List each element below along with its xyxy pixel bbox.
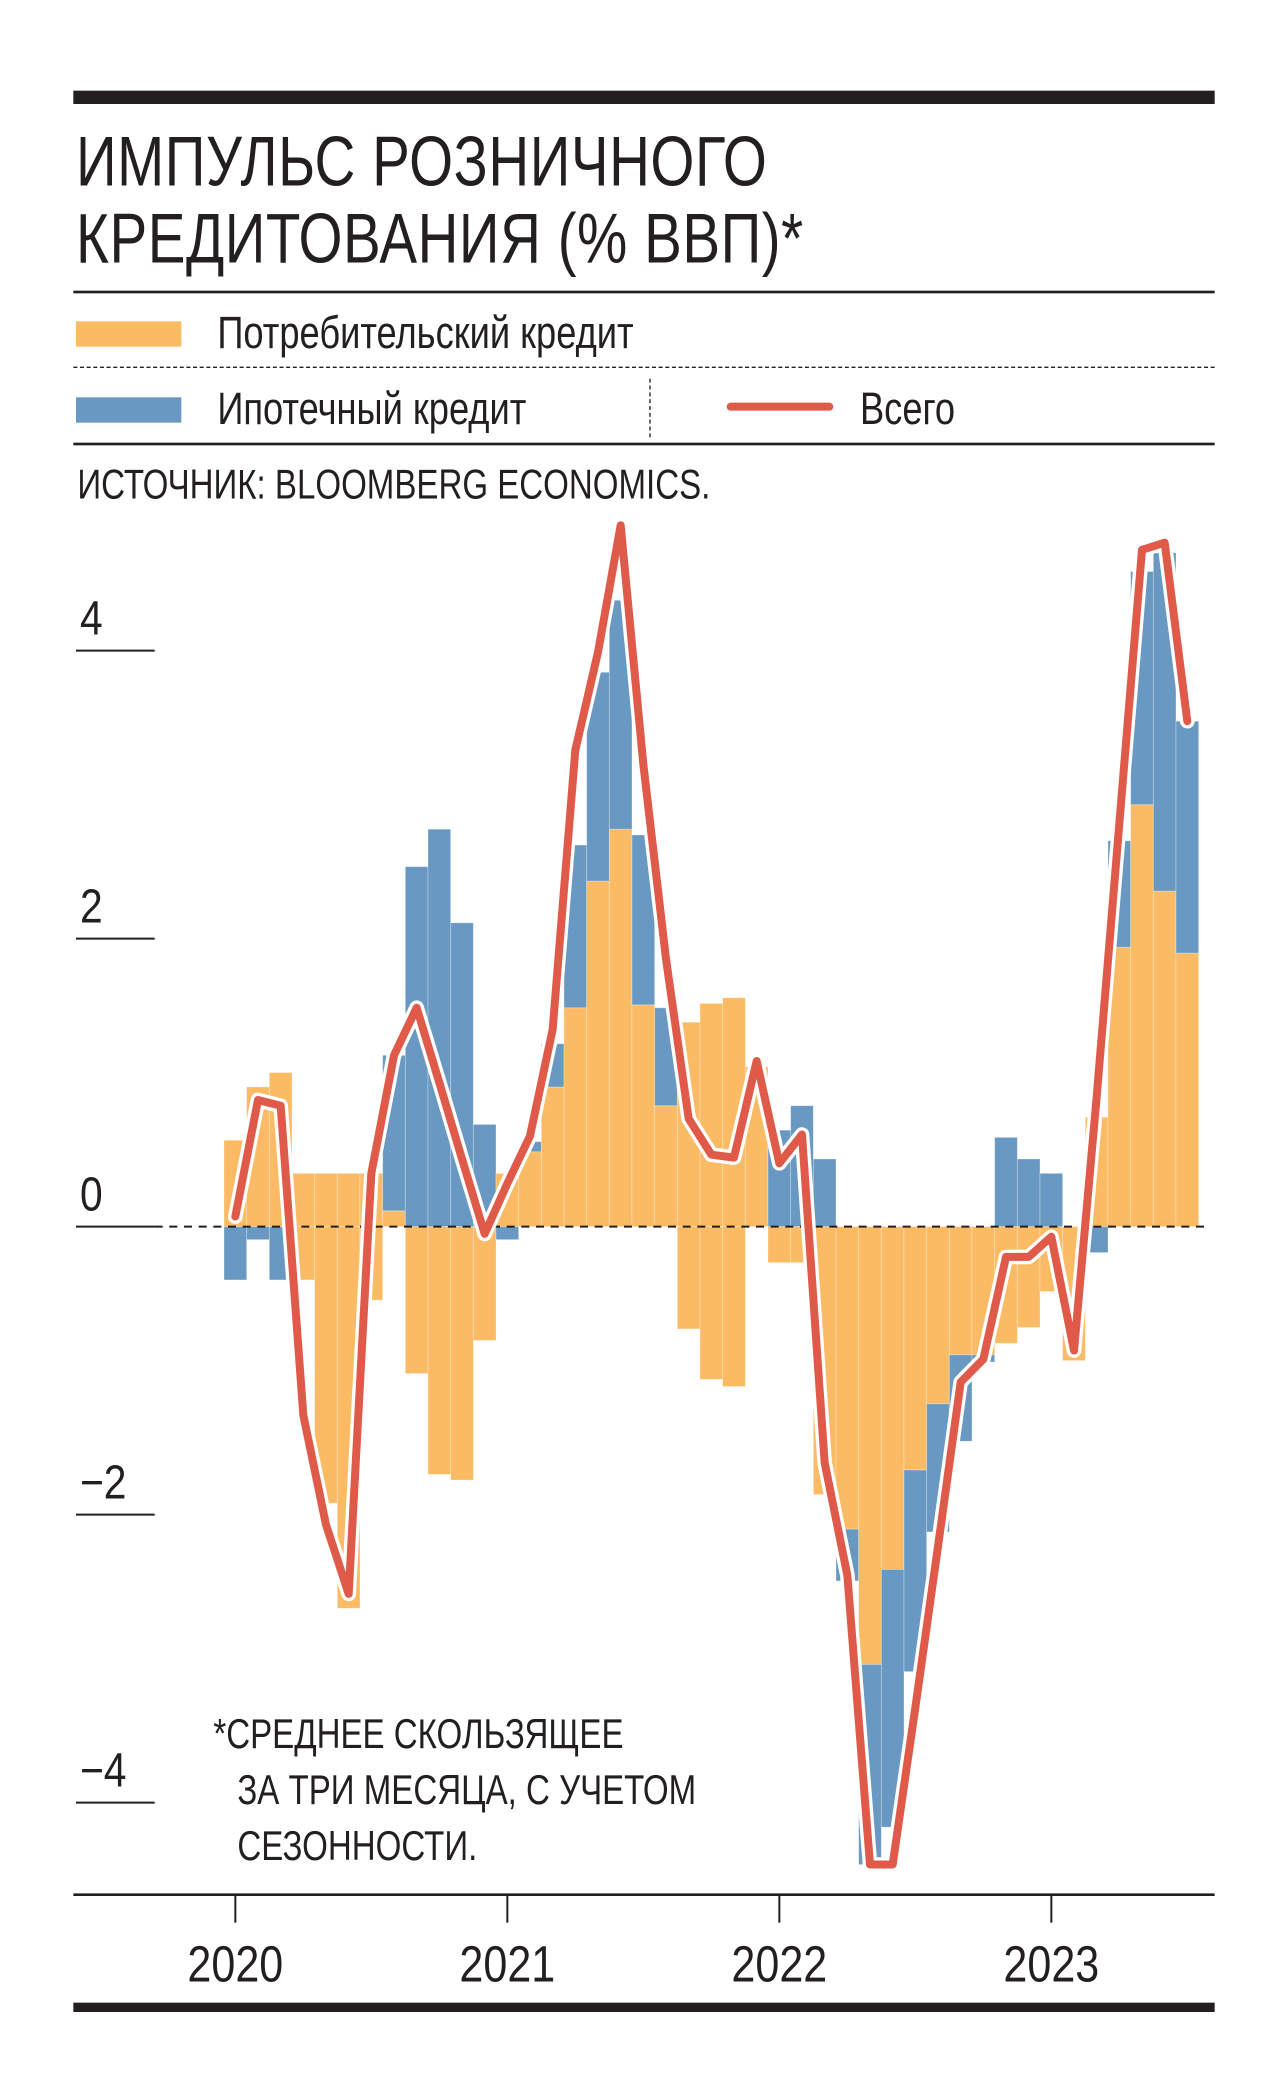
bar-consumer-negative-2022-08 — [926, 1226, 950, 1405]
bar-mortgage-negative-2020-01 — [223, 1226, 248, 1281]
legend-label-mortgage: Ипотечный кредит — [217, 385, 603, 433]
chart-title-line1: ИМПУЛЬС РОЗНИЧНОГО — [76, 125, 940, 200]
footnote-line2: ЗА ТРИ МЕСЯЦА, С УЧЕТОМ — [237, 1763, 811, 1819]
footnote-text-2: ЗА ТРИ МЕСЯЦА, С УЧЕТОМ — [237, 1766, 697, 1814]
bar-mortgage-positive-2022-03 — [812, 1158, 837, 1228]
legend-swatch-total — [726, 402, 834, 411]
bar-consumer-positive-2023-06 — [1152, 890, 1177, 1228]
legend-consumer-text: Потребительский кредит — [217, 307, 634, 359]
footnote-line3: СЕЗОННОСТИ. — [237, 1819, 537, 1875]
bar-consumer-positive-2023-05 — [1130, 804, 1154, 1228]
total-line — [231, 521, 1192, 1869]
legend-divider — [73, 366, 1215, 368]
y-tick-label: −2 — [80, 1457, 127, 1510]
x-tick-label: 2023 — [1003, 1935, 1099, 1992]
bar-mortgage-positive-2023-07 — [1175, 720, 1200, 954]
y-tick-label: −4 — [80, 1745, 127, 1798]
bar-consumer-negative-2022-07 — [903, 1226, 928, 1471]
bar-consumer-negative-2021-09 — [676, 1226, 701, 1330]
top-rule — [73, 90, 1215, 104]
bar-consumer-negative-2020-10 — [427, 1226, 452, 1475]
bar-consumer-negative-2022-01 — [767, 1226, 792, 1264]
chart-title-line2: КРЕДИТОВАНИЯ (% ВВП)* — [75, 199, 986, 279]
bar-consumer-negative-2022-04 — [835, 1226, 860, 1530]
bar-consumer-positive-2021-10 — [699, 1003, 724, 1228]
x-tick-label: 2020 — [187, 1935, 283, 1992]
legend-total-text: Всего — [859, 383, 956, 435]
source-text: ИСТОЧНИК: BLOOMBERG ECONOMICS. — [77, 461, 711, 508]
bar-mortgage-negative-2021-01 — [495, 1226, 520, 1241]
bar-consumer-positive-2021-08 — [654, 1105, 678, 1228]
bar-consumer-negative-2022-06 — [880, 1226, 905, 1570]
legend-separator — [649, 378, 651, 438]
bar-consumer-negative-2022-09 — [948, 1226, 973, 1356]
bar-consumer-negative-2022-05 — [858, 1226, 882, 1665]
title-text-1: ИМПУЛЬС РОЗНИЧНОГО — [75, 122, 768, 202]
y-tick-label: 2 — [80, 881, 103, 934]
footnote-text-3: СЕЗОННОСТИ. — [237, 1822, 478, 1870]
bar-mortgage-positive-2022-12 — [1016, 1158, 1041, 1228]
bar-consumer-positive-2023-07 — [1175, 952, 1200, 1228]
bar-mortgage-positive-2020-10 — [427, 828, 452, 1228]
bar-consumer-positive-2021-06 — [608, 828, 633, 1228]
x-tick-label: 2021 — [459, 1935, 555, 1992]
bar-consumer-negative-2020-09 — [404, 1226, 429, 1374]
title-divider — [73, 290, 1215, 293]
bar-consumer-positive-2021-04 — [563, 1007, 588, 1228]
legend-swatch-mortgage — [75, 397, 182, 423]
bar-consumer-negative-2021-10 — [699, 1226, 724, 1380]
legend-mortgage-text: Ипотечный кредит — [217, 383, 527, 435]
bar-mortgage-negative-2020-02 — [246, 1226, 270, 1241]
bottom-rule — [73, 2002, 1215, 2012]
bar-mortgage-positive-2023-01 — [1039, 1172, 1064, 1228]
legend-label-consumer: Потребительский кредит — [217, 309, 737, 357]
footnote-text-1: *СРЕДНЕЕ СКОЛЬЗЯЩЕЕ — [213, 1710, 624, 1758]
legend-swatch-consumer — [75, 321, 182, 347]
bar-consumer-negative-2021-11 — [722, 1226, 746, 1387]
bar-consumer-negative-2020-12 — [472, 1226, 497, 1341]
title-text-2: КРЕДИТОВАНИЯ (% ВВП)* — [75, 199, 804, 279]
x-tick-label: 2022 — [731, 1935, 827, 1992]
bar-consumer-positive-2020-08 — [382, 1210, 406, 1228]
bar-consumer-negative-2020-11 — [450, 1226, 474, 1481]
bar-consumer-positive-2021-07 — [631, 1004, 656, 1228]
bar-consumer-positive-2020-05 — [314, 1172, 338, 1228]
y-tick-label: 4 — [80, 593, 103, 646]
bar-consumer-positive-2020-06 — [336, 1172, 361, 1228]
legend-label-total: Всего — [860, 385, 979, 433]
footnote-line1: *СРЕДНЕЕ СКОЛЬЗЯЩЕЕ — [213, 1707, 726, 1763]
bar-consumer-positive-2021-03 — [540, 1086, 565, 1228]
bar-consumer-positive-2021-05 — [586, 880, 610, 1228]
bar-mortgage-positive-2022-11 — [994, 1136, 1018, 1228]
y-tick-label: 0 — [80, 1169, 103, 1222]
source-note: ИСТОЧНИК: BLOOMBERG ECONOMICS. — [77, 461, 868, 509]
legend-bottom-rule — [73, 442, 1215, 445]
